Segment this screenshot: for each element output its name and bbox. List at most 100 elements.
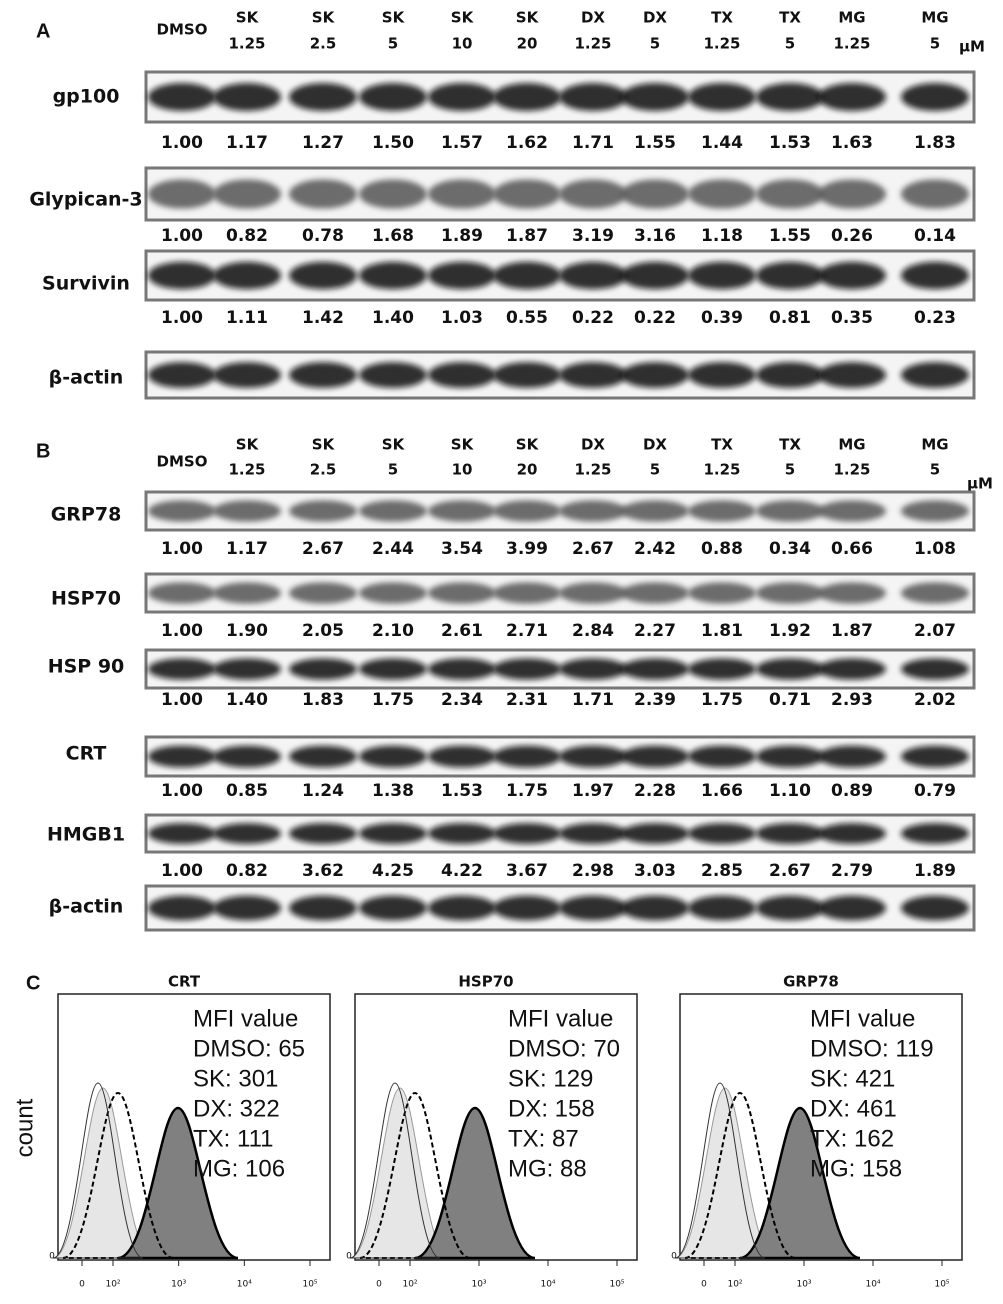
band-value: 0.22	[572, 308, 614, 328]
band	[559, 262, 627, 289]
band	[493, 500, 561, 521]
lane-header: SK	[382, 436, 406, 454]
band	[213, 83, 281, 111]
lane-header: 5	[388, 35, 398, 53]
band	[756, 500, 824, 521]
x-tick-label: 10⁵	[934, 1280, 949, 1290]
band	[148, 582, 216, 603]
band	[289, 500, 357, 521]
band-value: 1.40	[226, 690, 268, 710]
unit-label: μM	[967, 475, 993, 493]
band-value: 1.00	[161, 690, 203, 710]
x-tick-label: 10⁴	[865, 1280, 880, 1290]
band	[213, 896, 281, 921]
band-value: 1.18	[701, 226, 743, 246]
mfi-entry: SK: 301	[193, 1065, 278, 1092]
band-value: 1.81	[701, 621, 743, 641]
x-tick-label: 10⁵	[302, 1280, 317, 1290]
mfi-entry: DMSO: 70	[508, 1035, 620, 1062]
mfi-entry: SK: 129	[508, 1065, 593, 1092]
lane-header: TX	[779, 9, 801, 27]
band	[213, 823, 281, 844]
band	[359, 362, 427, 388]
band	[493, 582, 561, 603]
band-value: 1.53	[769, 133, 811, 153]
band-value: 0.55	[506, 308, 548, 328]
x-tick-label: 0	[701, 1280, 707, 1290]
band-value: 3.67	[506, 861, 548, 881]
page: ADMSOSK1.25SK2.5SK5SK10SK20DX1.25DX5TX1.…	[0, 0, 1003, 1300]
band-value: 1.38	[372, 781, 414, 801]
band-value: 0.85	[226, 781, 268, 801]
band-value: 1.55	[769, 226, 811, 246]
band	[493, 83, 561, 111]
lane-header: MG	[838, 436, 865, 454]
band-value: 1.00	[161, 539, 203, 559]
lane-header: 5	[650, 35, 660, 53]
mfi-entry: DMSO: 119	[810, 1035, 934, 1062]
band	[289, 746, 357, 768]
lane-header: 1.25	[228, 461, 265, 479]
band	[359, 823, 427, 844]
y-tick-label: 0	[671, 1252, 677, 1262]
band-value: 2.34	[441, 690, 483, 710]
band	[559, 500, 627, 521]
mfi-entry: DMSO: 65	[193, 1035, 305, 1062]
lane-header: MG	[838, 9, 865, 27]
lane-header: DX	[581, 9, 605, 27]
blot-label: gp100	[53, 86, 120, 108]
band	[493, 362, 561, 388]
band	[688, 262, 756, 289]
unit-label: μM	[959, 38, 985, 56]
band-value: 3.16	[634, 226, 676, 246]
x-tick-label: 10⁴	[237, 1280, 252, 1290]
figure: ADMSOSK1.25SK2.5SK5SK10SK20DX1.25DX5TX1.…	[0, 0, 1003, 1300]
band-value: 0.71	[769, 690, 811, 710]
band	[493, 823, 561, 844]
lane-header: 2.5	[310, 35, 337, 53]
band-value: 1.71	[572, 133, 614, 153]
lane-header: SK	[382, 9, 406, 27]
lane-header: 1.25	[574, 35, 611, 53]
band	[148, 746, 216, 768]
band	[289, 83, 357, 111]
band	[493, 896, 561, 921]
x-tick-label: 10³	[471, 1280, 486, 1290]
band-value: 2.28	[634, 781, 676, 801]
band	[901, 658, 969, 679]
band-value: 2.71	[506, 621, 548, 641]
blot-label: HMGB1	[47, 824, 125, 846]
lane-header: DMSO	[157, 21, 208, 39]
band	[901, 500, 969, 521]
lane-header: 5	[930, 461, 940, 479]
band	[213, 262, 281, 289]
lane-header: 10	[452, 461, 473, 479]
band	[688, 362, 756, 388]
lane-header: SK	[312, 9, 336, 27]
lane-header: 5	[930, 35, 940, 53]
mfi-title: MFI value	[810, 1005, 915, 1032]
band	[213, 658, 281, 679]
band	[213, 500, 281, 521]
lane-header: SK	[451, 9, 475, 27]
band-value: 3.54	[441, 539, 483, 559]
lane-header: 1.25	[703, 461, 740, 479]
band-value: 2.05	[302, 621, 344, 641]
blot	[146, 737, 974, 776]
band	[621, 362, 689, 388]
band-value: 3.99	[506, 539, 548, 559]
band	[756, 658, 824, 679]
mfi-entry: DX: 158	[508, 1095, 595, 1122]
band-value: 1.57	[441, 133, 483, 153]
band	[901, 582, 969, 603]
band-value: 1.75	[506, 781, 548, 801]
mfi-entry: TX: 111	[193, 1125, 273, 1152]
band	[559, 362, 627, 388]
band-value: 1.90	[226, 621, 268, 641]
blot-label: CRT	[66, 743, 107, 765]
panel-label: B	[36, 440, 50, 462]
mfi-entry: DX: 322	[193, 1095, 280, 1122]
band-value: 1.71	[572, 690, 614, 710]
band	[688, 179, 756, 208]
x-tick-label: 10²	[727, 1280, 742, 1290]
